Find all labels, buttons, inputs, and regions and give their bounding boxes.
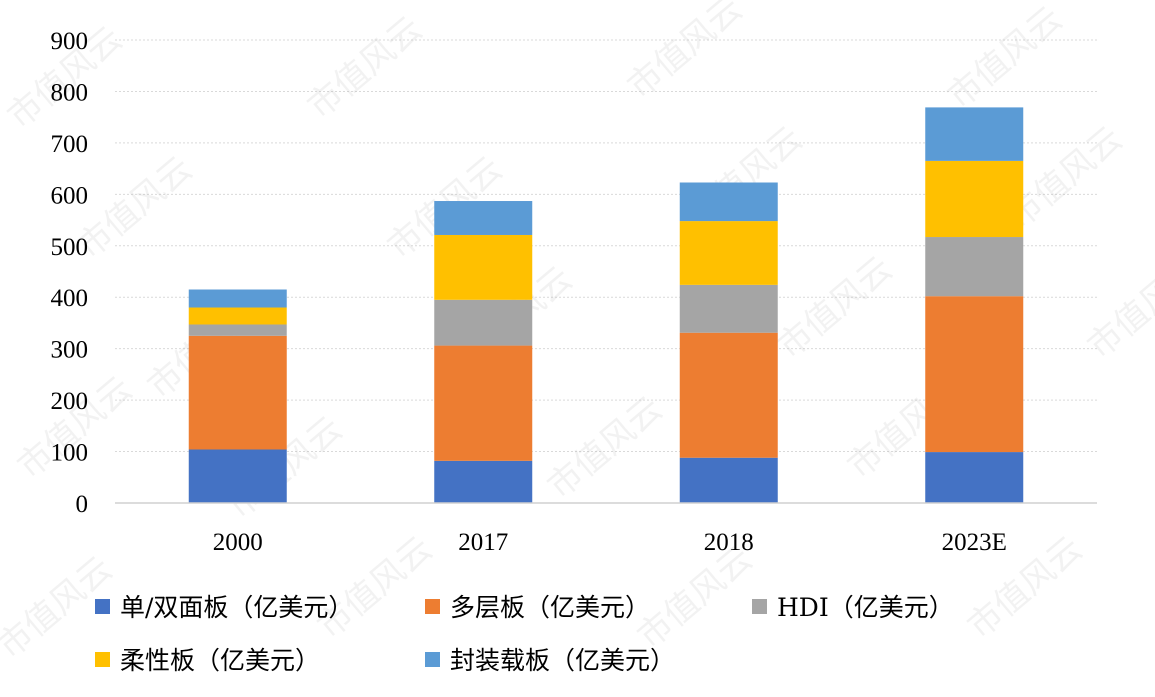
bar-segment: [679, 182, 778, 222]
watermark-text: 市值风云: [1080, 249, 1155, 367]
y-tick-label: 0: [76, 491, 89, 518]
y-tick-label: 300: [51, 337, 89, 364]
bar-segment: [679, 221, 778, 285]
bar-segment: [434, 234, 533, 300]
bar-segment: [925, 237, 1024, 297]
x-axis-tick-labels: 2000 2017 2018 2023E: [213, 529, 1007, 556]
y-tick-label: 800: [51, 79, 89, 106]
watermark-text: 市值风云: [940, 0, 1070, 117]
x-tick-label: 2023E: [942, 529, 1007, 556]
watermark-text: 市值风云: [310, 529, 440, 647]
y-tick-label: 500: [51, 234, 89, 261]
x-tick-label: 2000: [213, 529, 263, 556]
bar-segment: [925, 160, 1024, 238]
watermark-text: 市值风云: [70, 149, 200, 267]
bars: [188, 107, 1024, 503]
watermark-text: 市值风云: [540, 389, 670, 507]
bar-segment: [925, 107, 1024, 161]
y-tick-label: 600: [51, 182, 89, 209]
bar-segment: [188, 324, 287, 336]
bar-segment: [188, 335, 287, 450]
watermark-text: 市值风云: [770, 249, 900, 367]
y-tick-label: 700: [51, 131, 89, 158]
y-tick-label: 100: [51, 440, 89, 467]
bar-segment: [434, 299, 533, 346]
bar-segment: [679, 457, 778, 503]
y-tick-label: 900: [51, 28, 89, 55]
x-tick-label: 2017: [458, 529, 508, 556]
watermark-text: 市值风云: [0, 549, 120, 667]
bar-segment: [434, 460, 533, 503]
bar-segment: [925, 452, 1024, 503]
bar-segment: [188, 449, 287, 503]
bar-segment: [434, 201, 533, 235]
bar-segment: [188, 307, 287, 325]
bar-segment: [434, 345, 533, 461]
y-tick-label: 200: [51, 388, 89, 415]
y-axis-tick-labels: 0 100 200 300 400 500 600 700 800 900: [51, 28, 89, 518]
watermark-text: 市值风云: [300, 9, 430, 127]
x-tick-label: 2018: [704, 529, 754, 556]
bar-segment: [925, 296, 1024, 453]
bar-segment: [679, 332, 778, 458]
watermark-text: 市值风云: [630, 539, 760, 657]
bar-segment: [188, 289, 287, 308]
watermark-text: 市值风云: [10, 369, 140, 487]
watermark-text: 市值风云: [620, 0, 750, 107]
bar-segment: [679, 284, 778, 333]
y-tick-label: 400: [51, 285, 89, 312]
